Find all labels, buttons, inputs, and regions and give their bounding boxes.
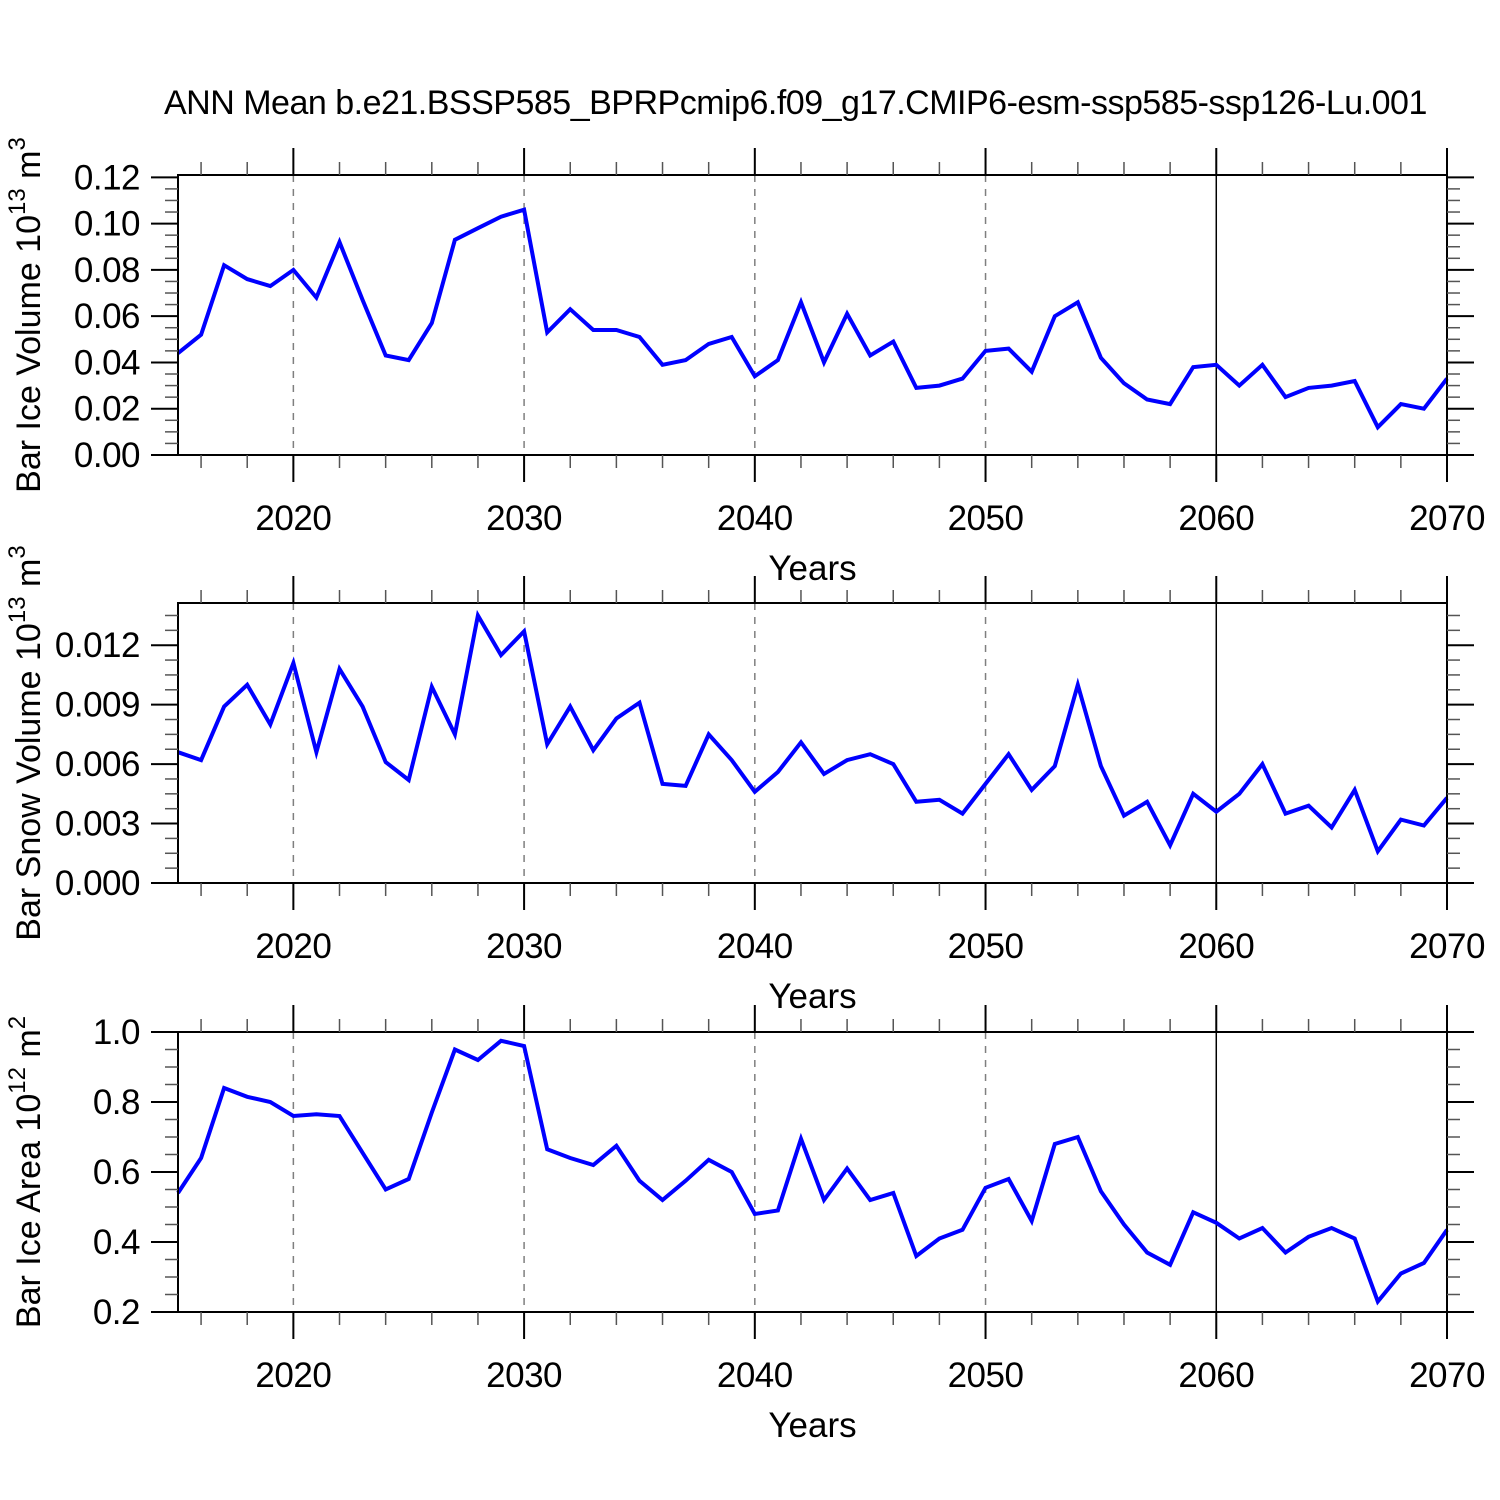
x-tick-label: 2070 [1409, 927, 1485, 966]
y-tick-label: 0.4 [93, 1223, 140, 1262]
x-tick-label: 2060 [1178, 1356, 1254, 1395]
y-tick-label: 0.2 [93, 1293, 140, 1332]
y-tick-label: 0.00 [74, 436, 140, 475]
y-tick-label: 0.000 [55, 864, 140, 903]
y-tick-label: 0.8 [93, 1083, 140, 1122]
x-tick-label: 2020 [255, 499, 331, 538]
x-tick-label: 2040 [717, 499, 793, 538]
bar-ice-volume-line [176, 207, 1449, 431]
plot-border [177, 602, 1448, 884]
bar-snow-volume-ylabel: Bar Snow Volume 1013 m3 [4, 545, 48, 940]
x-ticks: 2020 2030 2040 2050 2060 2070 [200, 148, 1485, 538]
plot-border [177, 174, 1448, 456]
x-tick-label: 2050 [948, 927, 1024, 966]
y-tick-label: 0.006 [55, 745, 140, 784]
y-ticks: 0.000 0.003 0.006 0.009 0.012 [55, 614, 1474, 903]
bar-ice-area-line [176, 1038, 1449, 1306]
x-tick-label: 2050 [948, 499, 1024, 538]
x-axis-label-bar-ice-volume: Years [768, 549, 856, 588]
x-ticks: 2020 2030 2040 2050 2060 2070 [200, 1005, 1485, 1395]
panel-bar-ice-area: 2020 2030 2040 2050 2060 2070 0.2 0.4 0.6 0.8 1.0 B… [4, 1005, 1485, 1445]
x-tick-label: 2030 [486, 927, 562, 966]
y-tick-label: 1.0 [93, 1013, 140, 1052]
y-tick-label: 0.10 [74, 205, 140, 244]
x-axis-label-bar-ice-area: Years [768, 1406, 856, 1445]
y-tick-label: 0.6 [93, 1153, 140, 1192]
y-tick-label: 0.02 [74, 390, 140, 429]
x-tick-label: 2060 [1178, 499, 1254, 538]
x-tick-label: 2030 [486, 1356, 562, 1395]
x-axis-label-bar-snow-volume: Years [768, 977, 856, 1016]
y-tick-label: 0.003 [55, 805, 140, 844]
y-ticks: 0.2 0.4 0.6 0.8 1.0 [93, 1013, 1474, 1332]
y-tick-label: 0.012 [55, 626, 140, 665]
x-ticks: 2020 2030 2040 2050 2060 2070 [200, 576, 1485, 966]
y-tick-label: 0.009 [55, 686, 140, 725]
x-tick-label: 2060 [1178, 927, 1254, 966]
y-ticks: 0.00 0.02 0.04 0.06 0.08 0.10 0.12 [74, 158, 1474, 475]
x-tick-label: 2020 [255, 1356, 331, 1395]
y-tick-label: 0.06 [74, 297, 140, 336]
bar-ice-volume-ylabel: Bar Ice Volume 1013 m3 [4, 137, 48, 493]
x-tick-label: 2050 [948, 1356, 1024, 1395]
bar-ice-area-ylabel: Bar Ice Area 1012 m2 [4, 1016, 48, 1328]
x-tick-label: 2040 [717, 1356, 793, 1395]
x-tick-label: 2070 [1409, 1356, 1485, 1395]
x-tick-label: 2040 [717, 927, 793, 966]
x-tick-label: 2020 [255, 927, 331, 966]
y-tick-label: 0.08 [74, 251, 140, 290]
x-tick-label: 2070 [1409, 499, 1485, 538]
panel-bar-snow-volume: 2020 2030 2040 2050 2060 20700.0000.0030.0060… [4, 545, 1485, 1016]
x-tick-label: 2030 [486, 499, 562, 538]
y-tick-label: 0.04 [74, 343, 140, 382]
panel-bar-ice-volume: 2020 2030 2040 2050 2060 2070 0.00 0.02 0.04 0.06… [4, 137, 1485, 588]
bar-snow-volume-line [177, 609, 1449, 856]
chart-title: ANN Mean b.e21.BSSP585_BPRPcmip6.f09_g17… [164, 84, 1427, 122]
y-tick-label: 0.12 [74, 158, 140, 197]
